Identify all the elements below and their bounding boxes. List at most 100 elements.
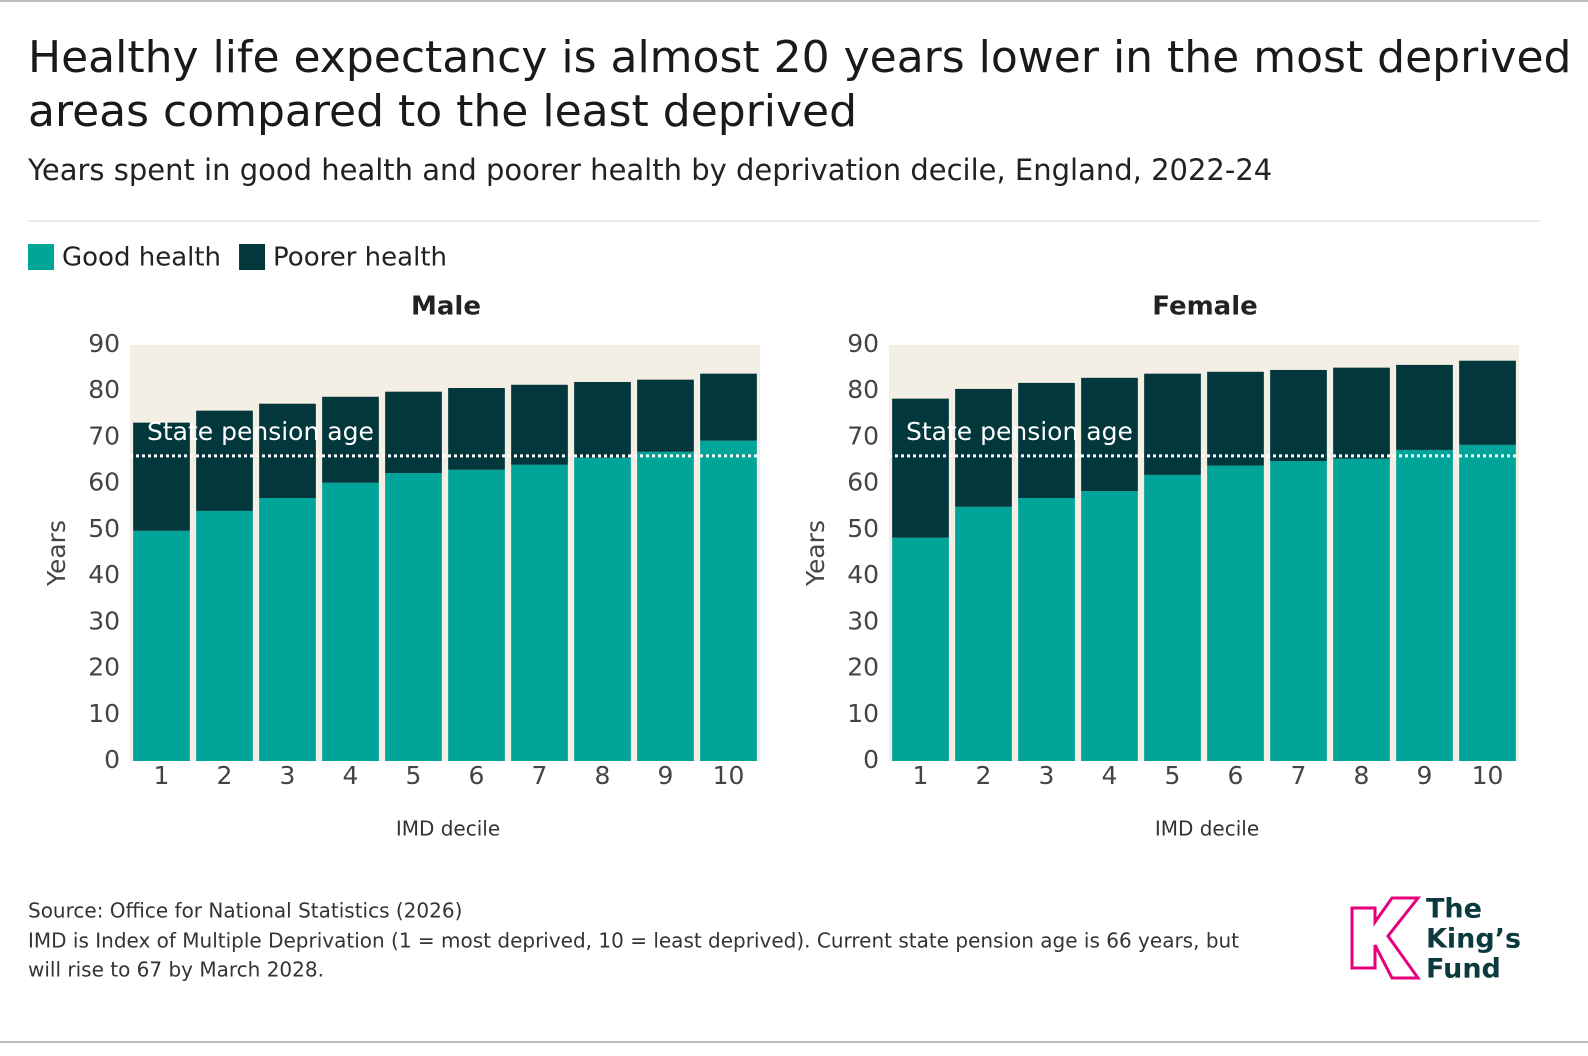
y-tick-label: 40: [847, 560, 879, 589]
legend-swatch: [28, 244, 54, 270]
bar-segment: [1207, 465, 1264, 761]
bar-segment: [1081, 377, 1138, 492]
x-tick-label: 3: [280, 761, 296, 790]
x-tick-label: 5: [406, 761, 422, 790]
bar-segment: [133, 530, 190, 761]
bar-segment: [1081, 491, 1138, 761]
bar-segment: [955, 506, 1012, 761]
annotation: State pension age: [906, 417, 1133, 446]
y-tick-label: 70: [88, 421, 120, 450]
x-tick-label: 4: [343, 761, 359, 790]
bar-segment: [259, 497, 316, 761]
bar-segment: [385, 473, 442, 761]
legend-label: Good health: [62, 243, 221, 273]
bar-segment: [955, 388, 1012, 507]
bar-segment: [322, 396, 379, 483]
bar-segment: [700, 440, 757, 761]
x-axis-label: IMD decile: [1155, 817, 1259, 841]
logo: The King’s Fund: [1350, 894, 1521, 985]
x-tick-label: 7: [1291, 761, 1307, 790]
y-tick-label: 60: [847, 468, 879, 497]
bar-segment: [574, 457, 631, 761]
title: areas compared to the least deprived: [28, 86, 857, 137]
legend-label: Poorer health: [273, 243, 447, 273]
x-tick-label: 2: [217, 761, 233, 790]
bar-segment: [511, 464, 568, 761]
bar-segment: [385, 391, 442, 474]
y-axis-label: Years: [42, 520, 71, 587]
bar-segment: [1396, 364, 1453, 450]
bar-segment: [1396, 449, 1453, 761]
y-tick-label: 20: [88, 653, 120, 682]
bar-segment: [1207, 371, 1264, 466]
bar-segment: [637, 451, 694, 761]
x-tick-label: 8: [595, 761, 611, 790]
x-tick-label: 4: [1102, 761, 1118, 790]
bar-segment: [574, 381, 631, 458]
note: will rise to 67 by March 2028.: [28, 958, 324, 982]
x-tick-label: 9: [1417, 761, 1433, 790]
bar-segment: [1270, 461, 1327, 761]
logo-mark: [1350, 896, 1422, 980]
x-tick-label: 5: [1165, 761, 1181, 790]
bar-segment: [700, 373, 757, 441]
bar-segment: [448, 469, 505, 761]
y-tick-label: 10: [847, 699, 879, 728]
x-tick-label: 8: [1354, 761, 1370, 790]
x-tick-label: 6: [1228, 761, 1244, 790]
x-tick-label: 10: [1472, 761, 1504, 790]
x-tick-label: 9: [658, 761, 674, 790]
bar-segment: [196, 510, 253, 761]
subtitle: Years spent in good health and poorer he…: [27, 153, 1272, 187]
title: Healthy life expectancy is almost 20 yea…: [28, 32, 1571, 83]
legend-swatch: [239, 244, 266, 270]
bar-segment: [1018, 382, 1075, 498]
bar-segment: [892, 537, 949, 761]
bar-segment: [196, 410, 253, 511]
y-axis-label: Years: [801, 520, 830, 587]
annotation: State pension age: [147, 417, 374, 446]
y-tick-label: 40: [88, 560, 120, 589]
y-tick-label: 60: [88, 468, 120, 497]
bar-segment: [259, 403, 316, 498]
y-tick-label: 90: [847, 329, 879, 358]
x-tick-label: 10: [713, 761, 745, 790]
logo-text: Fund: [1426, 954, 1501, 985]
bar-segment: [511, 384, 568, 465]
x-tick-label: 2: [976, 761, 992, 790]
bar-segment: [1333, 367, 1390, 459]
y-tick-label: 20: [847, 653, 879, 682]
y-tick-label: 50: [88, 514, 120, 543]
y-tick-label: 0: [104, 745, 120, 774]
bar-segment: [322, 482, 379, 761]
y-tick-label: 50: [847, 514, 879, 543]
panel-title: Female: [1152, 292, 1258, 322]
y-tick-label: 0: [863, 745, 879, 774]
x-tick-label: 1: [913, 761, 929, 790]
note: IMD is Index of Multiple Deprivation (1 …: [28, 929, 1239, 953]
bar-segment: [448, 387, 505, 470]
y-tick-label: 80: [847, 375, 879, 404]
logo-text: King’s: [1426, 924, 1521, 955]
y-tick-label: 10: [88, 699, 120, 728]
bar-segment: [1018, 497, 1075, 761]
y-tick-label: 30: [88, 606, 120, 635]
bar-segment: [1270, 369, 1327, 462]
bar-segment: [1144, 373, 1201, 475]
source: Source: Office for National Statistics (…: [28, 899, 462, 923]
logo-text: The: [1426, 894, 1482, 925]
bar-segment: [133, 422, 190, 531]
bar-segment: [1144, 474, 1201, 761]
bar-segment: [1333, 458, 1390, 761]
x-axis-label: IMD decile: [396, 817, 500, 841]
x-tick-label: 3: [1039, 761, 1055, 790]
x-tick-label: 6: [469, 761, 485, 790]
y-tick-label: 90: [88, 329, 120, 358]
y-tick-label: 70: [847, 421, 879, 450]
x-tick-label: 1: [154, 761, 170, 790]
y-tick-label: 80: [88, 375, 120, 404]
bar-segment: [637, 379, 694, 452]
bar-segment: [892, 398, 949, 538]
y-tick-label: 30: [847, 606, 879, 635]
